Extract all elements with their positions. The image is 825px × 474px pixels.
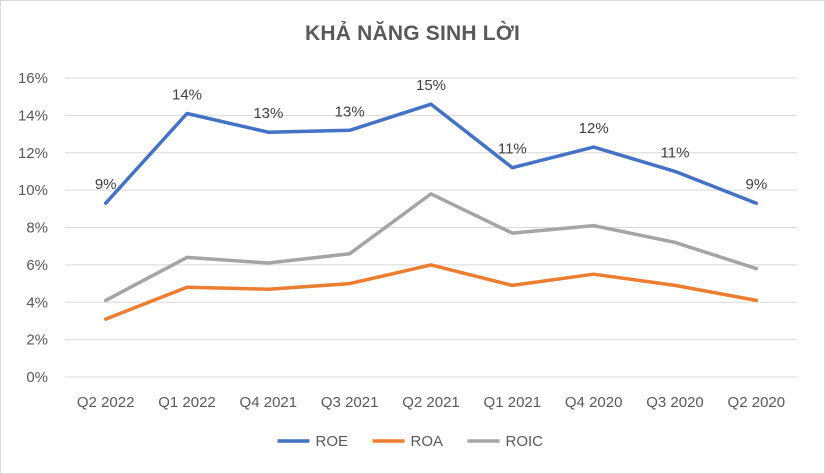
chart-title: KHẢ NĂNG SINH LỜI (305, 22, 520, 45)
data-point-roa (510, 283, 514, 287)
y-tick-label: 8% (26, 220, 48, 237)
data-point-roa (348, 282, 352, 286)
data-label: 14% (172, 87, 202, 104)
grid-lines (65, 77, 797, 378)
data-point-roa (104, 317, 108, 321)
data-point-roa (754, 298, 758, 302)
data-point-roe (104, 201, 108, 205)
y-tick-label: 14% (18, 107, 48, 124)
y-tick-label: 12% (18, 145, 48, 162)
legend-label: ROA (411, 433, 444, 450)
legend-label: ROIC (506, 433, 544, 450)
y-tick-label: 10% (18, 182, 48, 199)
data-label: 9% (95, 176, 117, 193)
y-tick-label: 6% (26, 257, 48, 274)
data-point-roic (266, 261, 270, 265)
x-tick-label: Q4 2021 (240, 394, 298, 411)
x-tick-label: Q3 2021 (321, 394, 379, 411)
series-lines (103, 102, 759, 321)
x-axis-ticks: Q2 2022 Q1 2022 Q4 2021 Q3 2021 Q2 2021 Q1 20… (77, 394, 785, 411)
x-tick-label: Q1 2021 (484, 394, 542, 411)
legend-label: ROE (316, 433, 349, 450)
x-tick-label: Q1 2022 (158, 394, 216, 411)
data-label: 11% (661, 144, 690, 161)
x-tick-label: Q2 2022 (77, 394, 135, 411)
data-point-roic (510, 231, 514, 235)
data-label: 13% (253, 105, 283, 122)
data-point-roic (673, 240, 677, 244)
data-point-roic (592, 224, 596, 228)
data-point-roic (429, 192, 433, 196)
data-label: 15% (416, 77, 446, 94)
data-point-roa (673, 283, 677, 287)
y-tick-label: 0% (26, 369, 48, 386)
data-labels: 9% 14% 13% 13% 15% 11% 12% 11% 9% (95, 77, 767, 193)
data-point-roa (266, 287, 270, 291)
y-axis-ticks: 0% 2% 4% 6% 8% 10% 12% 14% 16% (18, 70, 48, 386)
data-point-roa (592, 272, 596, 276)
data-point-roe (510, 166, 514, 170)
y-tick-label: 16% (18, 70, 48, 87)
x-tick-label: Q2 2021 (402, 394, 460, 411)
data-label: 13% (335, 103, 365, 120)
data-point-roe (673, 169, 677, 173)
y-tick-label: 2% (26, 332, 48, 349)
data-point-roe (592, 145, 596, 149)
y-tick-label: 4% (26, 294, 48, 311)
series-line-roe (103, 102, 759, 205)
x-tick-label: Q4 2020 (565, 394, 623, 411)
data-point-roic (185, 255, 189, 259)
data-point-roe (266, 130, 270, 134)
data-point-roa (429, 263, 433, 267)
data-point-roic (754, 267, 758, 271)
data-point-roe (185, 112, 189, 116)
series-line-roa (103, 263, 759, 321)
data-point-roe (429, 102, 433, 106)
data-point-roe (348, 128, 352, 132)
data-point-roa (185, 285, 189, 289)
data-point-roic (348, 252, 352, 256)
x-tick-label: Q3 2020 (646, 394, 704, 411)
legend: ROE ROA ROIC (277, 433, 544, 450)
data-label: 11% (498, 141, 527, 158)
data-label: 9% (745, 176, 767, 193)
data-label: 12% (579, 120, 609, 137)
data-point-roic (104, 298, 108, 302)
x-tick-label: Q2 2020 (728, 394, 786, 411)
data-point-roe (754, 201, 758, 205)
